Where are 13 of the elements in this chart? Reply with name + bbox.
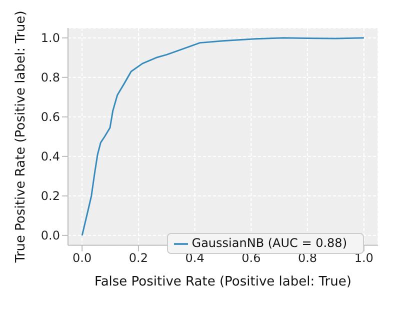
x-tick-label: 0.2: [128, 250, 148, 265]
y-tick-label: 1.0: [40, 31, 60, 46]
legend-label: GaussianNB (AUC = 0.88): [192, 236, 347, 250]
x-tick-label: 1.0: [354, 250, 374, 265]
x-tick-label: 0.0: [72, 250, 92, 265]
y-tick-label: 0.0: [40, 228, 60, 243]
line-series: [81, 37, 365, 236]
y-tick-label: 0.6: [40, 110, 60, 124]
y-tick-label: 0.4: [40, 150, 60, 164]
y-tick-label: 0.2: [40, 189, 60, 204]
x-axis-title: False Positive Rate (Positive label: True): [94, 274, 352, 290]
y-axis-title: True Positive Rate (Positive label: True): [14, 10, 29, 264]
y-tick-label: 0.8: [40, 70, 60, 85]
